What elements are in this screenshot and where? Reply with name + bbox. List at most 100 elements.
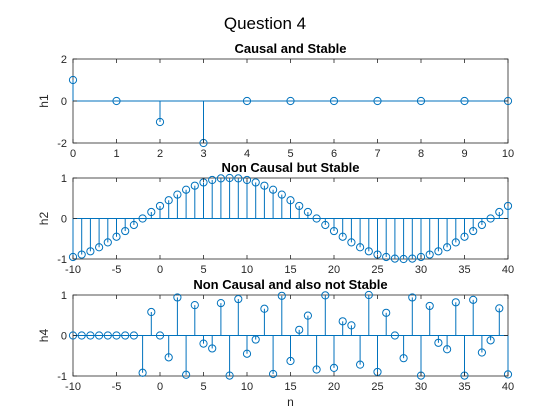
- stem-marker: [347, 321, 356, 330]
- stem-marker: [112, 232, 121, 241]
- stem-marker: [208, 175, 217, 185]
- y-tick-label: 1: [61, 290, 67, 302]
- stem-marker: [216, 174, 225, 183]
- x-tick-label: 40: [502, 381, 514, 393]
- stem-marker: [129, 220, 138, 230]
- stem-marker: [68, 252, 78, 262]
- x-tick-label: -10: [65, 264, 81, 276]
- x-tick-label: 40: [502, 264, 514, 276]
- stem-marker: [443, 243, 452, 252]
- x-tick-label: 10: [502, 148, 514, 160]
- stem-marker: [121, 226, 130, 236]
- stem-marker: [295, 325, 304, 334]
- stem-marker: [469, 295, 478, 304]
- stem-marker: [103, 331, 112, 340]
- stem-marker: [190, 301, 199, 310]
- stem-marker: [434, 247, 443, 256]
- stem-marker: [486, 214, 495, 223]
- stem-marker: [190, 181, 199, 190]
- stem-marker: [408, 254, 417, 263]
- stem-marker: [390, 331, 399, 340]
- stem-marker: [390, 254, 399, 263]
- x-tick-label: 10: [241, 381, 253, 393]
- x-tick-label: 9: [461, 148, 467, 160]
- x-tick-label: 15: [284, 264, 296, 276]
- stem-marker: [208, 344, 217, 353]
- stem-marker: [121, 331, 130, 340]
- stem-marker: [495, 304, 504, 313]
- stem-marker: [477, 220, 486, 230]
- stem-marker: [338, 317, 347, 326]
- stem-marker: [469, 226, 478, 236]
- x-tick-label: -10: [65, 381, 81, 393]
- stem-marker: [173, 190, 182, 199]
- stem-marker: [242, 96, 252, 106]
- x-tick-label: 0: [157, 381, 163, 393]
- x-tick-label: 4: [244, 148, 250, 160]
- stem-marker: [477, 348, 486, 357]
- stem-marker: [173, 293, 182, 302]
- stem-marker: [416, 371, 426, 380]
- stem-marker: [164, 353, 173, 362]
- x-tick-label: 35: [458, 381, 470, 393]
- stem-marker: [382, 308, 391, 317]
- stem-marker: [451, 298, 460, 307]
- stem-marker: [286, 196, 295, 205]
- subplot-title: Non Causal and also not Stable: [193, 277, 387, 292]
- x-tick-label: 5: [200, 381, 206, 393]
- stem-marker: [155, 117, 165, 127]
- stem-marker: [112, 331, 121, 340]
- stem-marker: [182, 185, 191, 194]
- stem-marker: [312, 365, 321, 374]
- x-tick-label: 25: [371, 381, 383, 393]
- stem-marker: [103, 238, 112, 247]
- y-tick-label: -1: [57, 371, 67, 383]
- y-tick-label: -1: [57, 254, 67, 266]
- stem-marker: [503, 370, 513, 379]
- stem-marker: [373, 96, 382, 106]
- stem-marker: [147, 207, 156, 217]
- stem-marker: [486, 336, 495, 345]
- stem-marker: [503, 201, 513, 211]
- stem-marker: [329, 226, 339, 236]
- subplot-title: Non Causal but Stable: [222, 160, 360, 175]
- stem-marker: [364, 247, 373, 256]
- y-tick-label: 2: [61, 54, 67, 66]
- stem-marker: [155, 331, 165, 340]
- x-tick-label: 0: [70, 148, 76, 160]
- stem-marker: [356, 360, 365, 369]
- stem-marker: [277, 190, 286, 199]
- stem-marker: [269, 185, 278, 194]
- stem-marker: [329, 363, 339, 372]
- x-tick-label: 30: [415, 264, 427, 276]
- stem-marker: [251, 178, 260, 187]
- stem-marker: [138, 368, 147, 377]
- stem-marker: [242, 349, 252, 358]
- stem-marker: [347, 238, 356, 247]
- stem-marker: [95, 331, 104, 340]
- stem-marker: [399, 354, 408, 363]
- stem-marker: [95, 243, 104, 252]
- y-axis-label: h1: [37, 94, 51, 108]
- stem-marker: [460, 371, 469, 380]
- x-tick-label: 10: [241, 264, 253, 276]
- stem-marker: [425, 250, 434, 259]
- stem-marker: [382, 252, 391, 262]
- stem-marker: [147, 307, 156, 317]
- y-tick-label: 1: [61, 173, 67, 185]
- x-tick-label: 2: [157, 148, 163, 160]
- x-tick-label: 15: [284, 381, 296, 393]
- x-tick-label: 20: [328, 264, 340, 276]
- stem-marker: [495, 207, 504, 217]
- x-tick-label: 30: [415, 381, 427, 393]
- stem-marker: [112, 96, 121, 106]
- stem-marker: [416, 96, 426, 106]
- x-tick-label: 35: [458, 264, 470, 276]
- stem-marker: [260, 304, 269, 313]
- stem-marker: [216, 299, 225, 308]
- stem-marker: [269, 369, 278, 379]
